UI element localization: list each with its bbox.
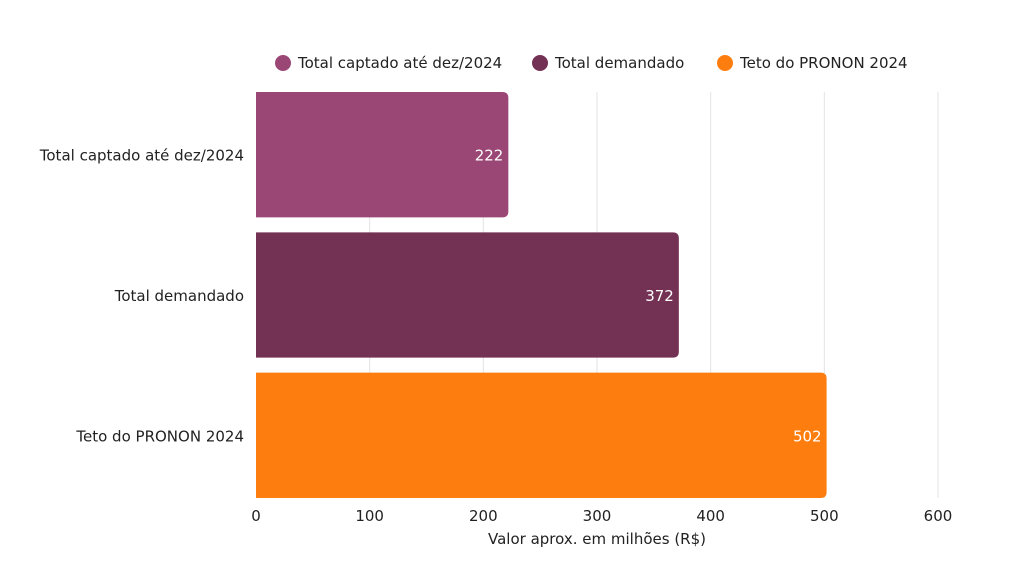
- y-category-label: Total demandado: [114, 287, 244, 305]
- x-tick-label: 100: [355, 507, 384, 525]
- data-label: 222: [475, 147, 504, 165]
- x-axis-ticks: 0 100 200 300 400 500 600: [251, 507, 952, 525]
- x-tick-label: 200: [469, 507, 498, 525]
- y-category-label: Total captado até dez/2024: [39, 147, 244, 165]
- x-tick-label: 300: [583, 507, 612, 525]
- legend-label: Total captado até dez/2024: [297, 54, 502, 72]
- x-tick-label: 400: [696, 507, 725, 525]
- y-axis-categories: Total captado até dez/2024 Total demandad…: [39, 147, 244, 446]
- data-label: 502: [793, 427, 822, 445]
- y-category-label: Teto do PRONON 2024: [75, 427, 244, 445]
- x-axis-label: Valor aprox. em milhões (R$): [488, 530, 706, 548]
- bars: 222 372 502: [256, 92, 827, 498]
- bar: [256, 232, 679, 358]
- legend-swatch: [717, 55, 733, 71]
- x-tick-label: 500: [810, 507, 839, 525]
- legend-label: Teto do PRONON 2024: [739, 54, 908, 72]
- x-tick-label: 0: [251, 507, 261, 525]
- bar: [256, 92, 509, 218]
- legend-swatch: [532, 55, 548, 71]
- legend: Total captado até dez/2024 Total demandad…: [275, 54, 908, 72]
- legend-swatch: [275, 55, 291, 71]
- data-label: 372: [645, 287, 674, 305]
- x-tick-label: 600: [924, 507, 953, 525]
- bar: [256, 372, 827, 498]
- legend-label: Total demandado: [554, 54, 684, 72]
